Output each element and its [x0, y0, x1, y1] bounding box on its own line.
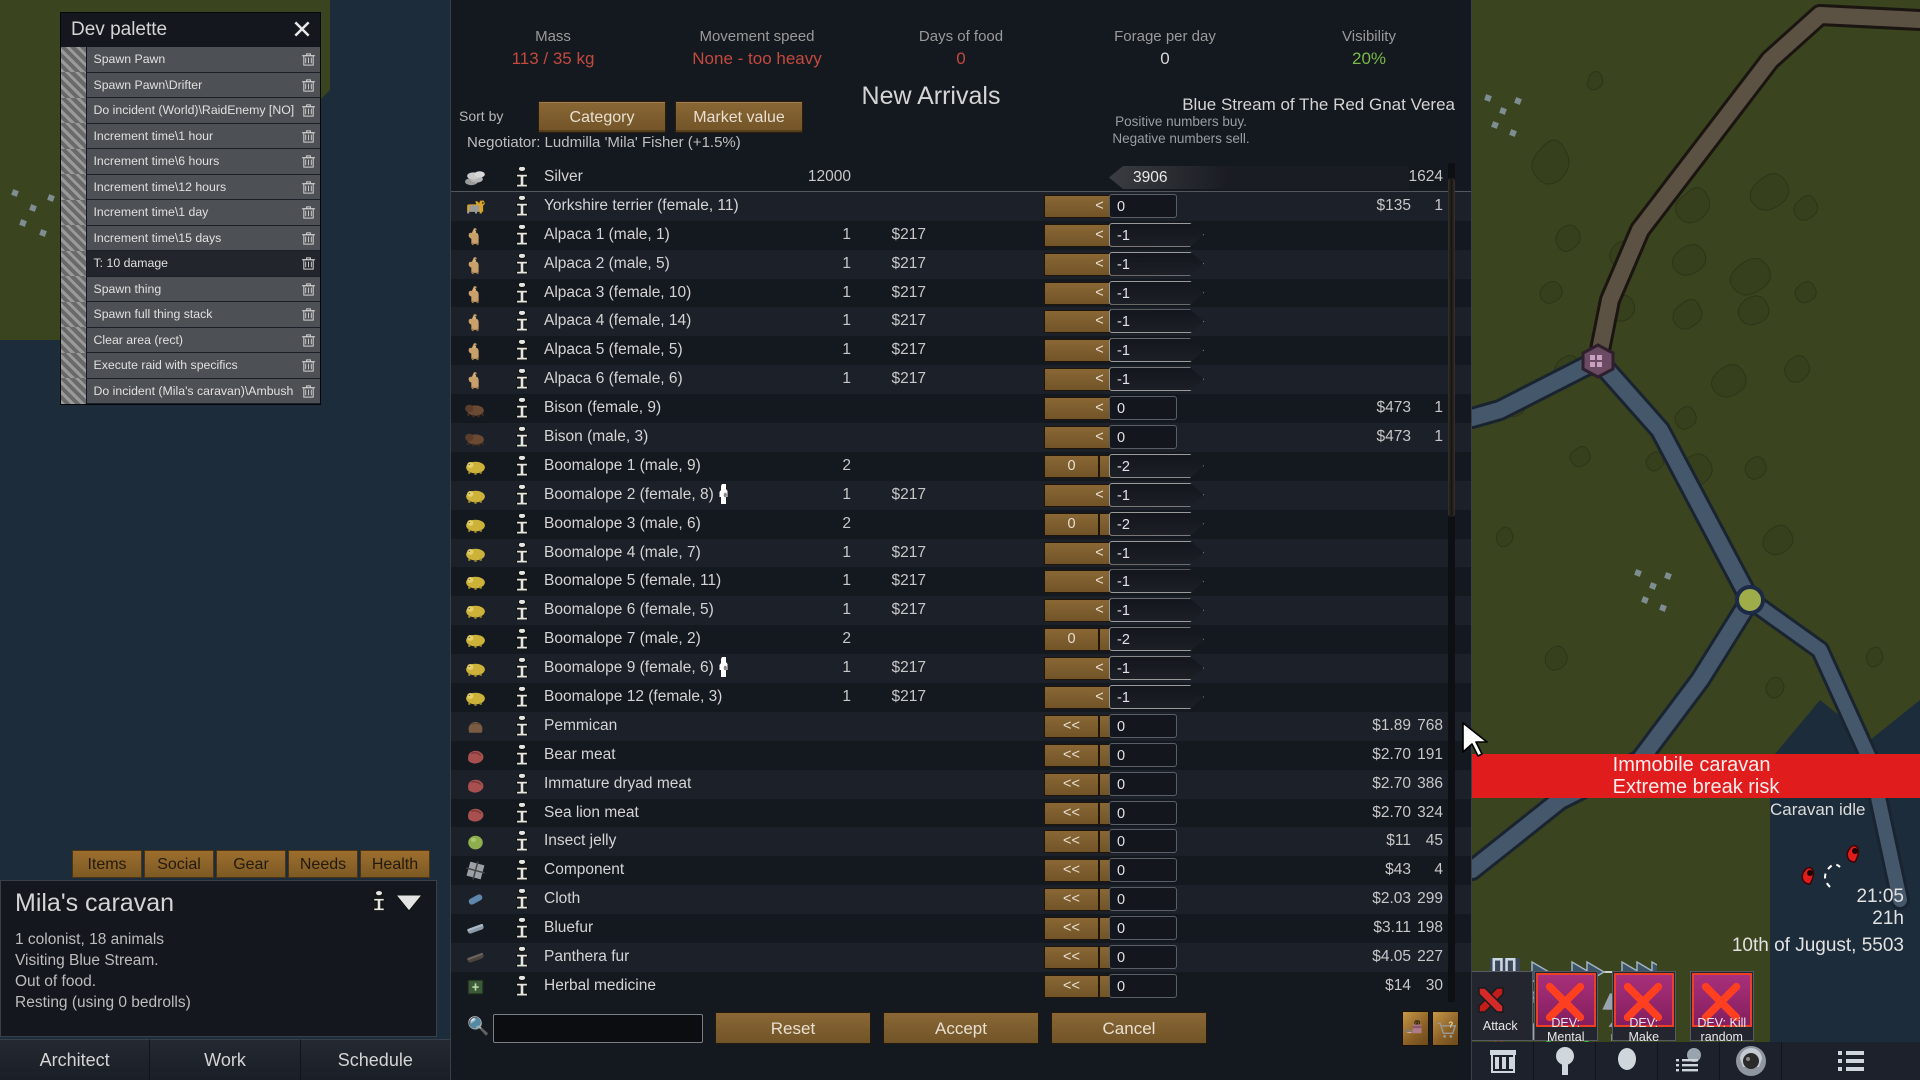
svg-text:?: ?: [1448, 1021, 1453, 1030]
